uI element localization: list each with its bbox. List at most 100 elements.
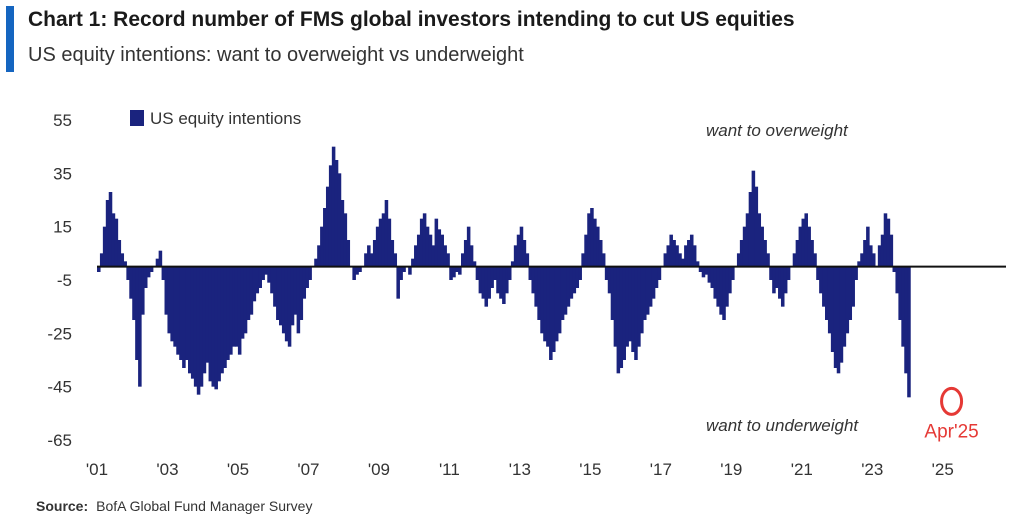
bar — [422, 213, 427, 267]
bar — [780, 266, 785, 307]
source-note: Source: BofA Global Fund Manager Survey — [36, 498, 312, 514]
bar — [871, 253, 876, 267]
bar — [161, 266, 166, 280]
bar — [604, 266, 609, 280]
x-tick-label: '11 — [439, 460, 460, 479]
bar — [619, 266, 624, 368]
bar — [648, 266, 653, 307]
bar — [484, 266, 489, 307]
bar — [836, 266, 841, 374]
bar — [229, 266, 233, 355]
bar — [813, 253, 817, 267]
bar — [217, 266, 221, 382]
x-tick-label: '25 — [932, 460, 954, 479]
bar — [546, 266, 550, 347]
bar — [258, 266, 262, 288]
y-tick-label: 15 — [53, 218, 72, 237]
bar — [839, 266, 844, 363]
bar — [634, 266, 638, 360]
x-tick-label: '23 — [861, 460, 883, 479]
x-tick-label: '01 — [86, 460, 108, 479]
bar — [458, 266, 462, 275]
bar — [598, 240, 603, 267]
bar — [434, 218, 439, 267]
bar — [284, 266, 289, 342]
bar — [299, 266, 304, 320]
bar — [173, 266, 177, 347]
bar — [786, 266, 791, 280]
bar — [540, 266, 544, 334]
bar — [525, 253, 530, 267]
bar — [698, 266, 703, 272]
bar — [99, 253, 104, 267]
bar — [182, 266, 186, 368]
bar — [581, 253, 585, 267]
bar — [772, 266, 776, 294]
x-tick-label: '05 — [227, 460, 249, 479]
bar — [816, 266, 820, 280]
bar — [754, 186, 759, 267]
bar — [97, 266, 101, 272]
bar — [481, 266, 486, 299]
bar — [830, 266, 835, 352]
bar — [302, 266, 307, 299]
bar — [355, 266, 359, 275]
bar — [443, 245, 447, 267]
bar — [654, 266, 659, 288]
bar — [164, 266, 169, 315]
bar — [416, 234, 421, 267]
bar — [108, 192, 113, 267]
y-tick-label: 55 — [53, 111, 72, 130]
bar — [393, 253, 398, 267]
y-tick-label: -45 — [47, 378, 72, 397]
bar — [631, 266, 635, 352]
bar — [331, 146, 336, 267]
bar — [895, 266, 899, 294]
bar — [176, 266, 180, 355]
bar — [704, 266, 709, 275]
bar — [472, 261, 477, 267]
bar — [763, 240, 767, 267]
bar — [129, 266, 133, 299]
bar — [502, 266, 506, 304]
bar — [522, 240, 527, 267]
bar — [296, 266, 301, 334]
bar — [402, 266, 406, 272]
bar — [769, 266, 773, 280]
bar — [135, 266, 139, 360]
title-accent-bar — [6, 6, 14, 72]
bar — [827, 266, 832, 334]
bar — [596, 226, 600, 267]
bar — [399, 266, 403, 280]
bar — [102, 226, 107, 267]
bar — [575, 266, 580, 288]
bar — [640, 266, 644, 334]
bar — [534, 266, 538, 307]
bar — [487, 266, 491, 299]
bar — [775, 266, 779, 288]
bar — [742, 226, 747, 267]
bar — [126, 266, 130, 280]
bar — [907, 266, 911, 398]
bar — [387, 218, 392, 267]
bar — [149, 266, 154, 272]
x-tick-label: '09 — [368, 460, 390, 479]
bar — [751, 170, 756, 267]
bar — [710, 266, 715, 288]
bar — [264, 266, 268, 275]
bar — [898, 266, 902, 320]
bar — [396, 266, 400, 299]
y-tick-label: -65 — [47, 431, 72, 450]
bar — [314, 258, 318, 267]
bar — [566, 266, 571, 307]
bar — [252, 266, 257, 302]
bar — [628, 266, 632, 342]
bar — [466, 226, 471, 267]
bar — [455, 266, 459, 272]
bar — [446, 253, 450, 267]
x-tick-label: '21 — [791, 460, 813, 479]
x-tick-label: '17 — [650, 460, 672, 479]
bar — [273, 266, 277, 307]
bar — [411, 258, 415, 267]
bar — [211, 266, 216, 387]
